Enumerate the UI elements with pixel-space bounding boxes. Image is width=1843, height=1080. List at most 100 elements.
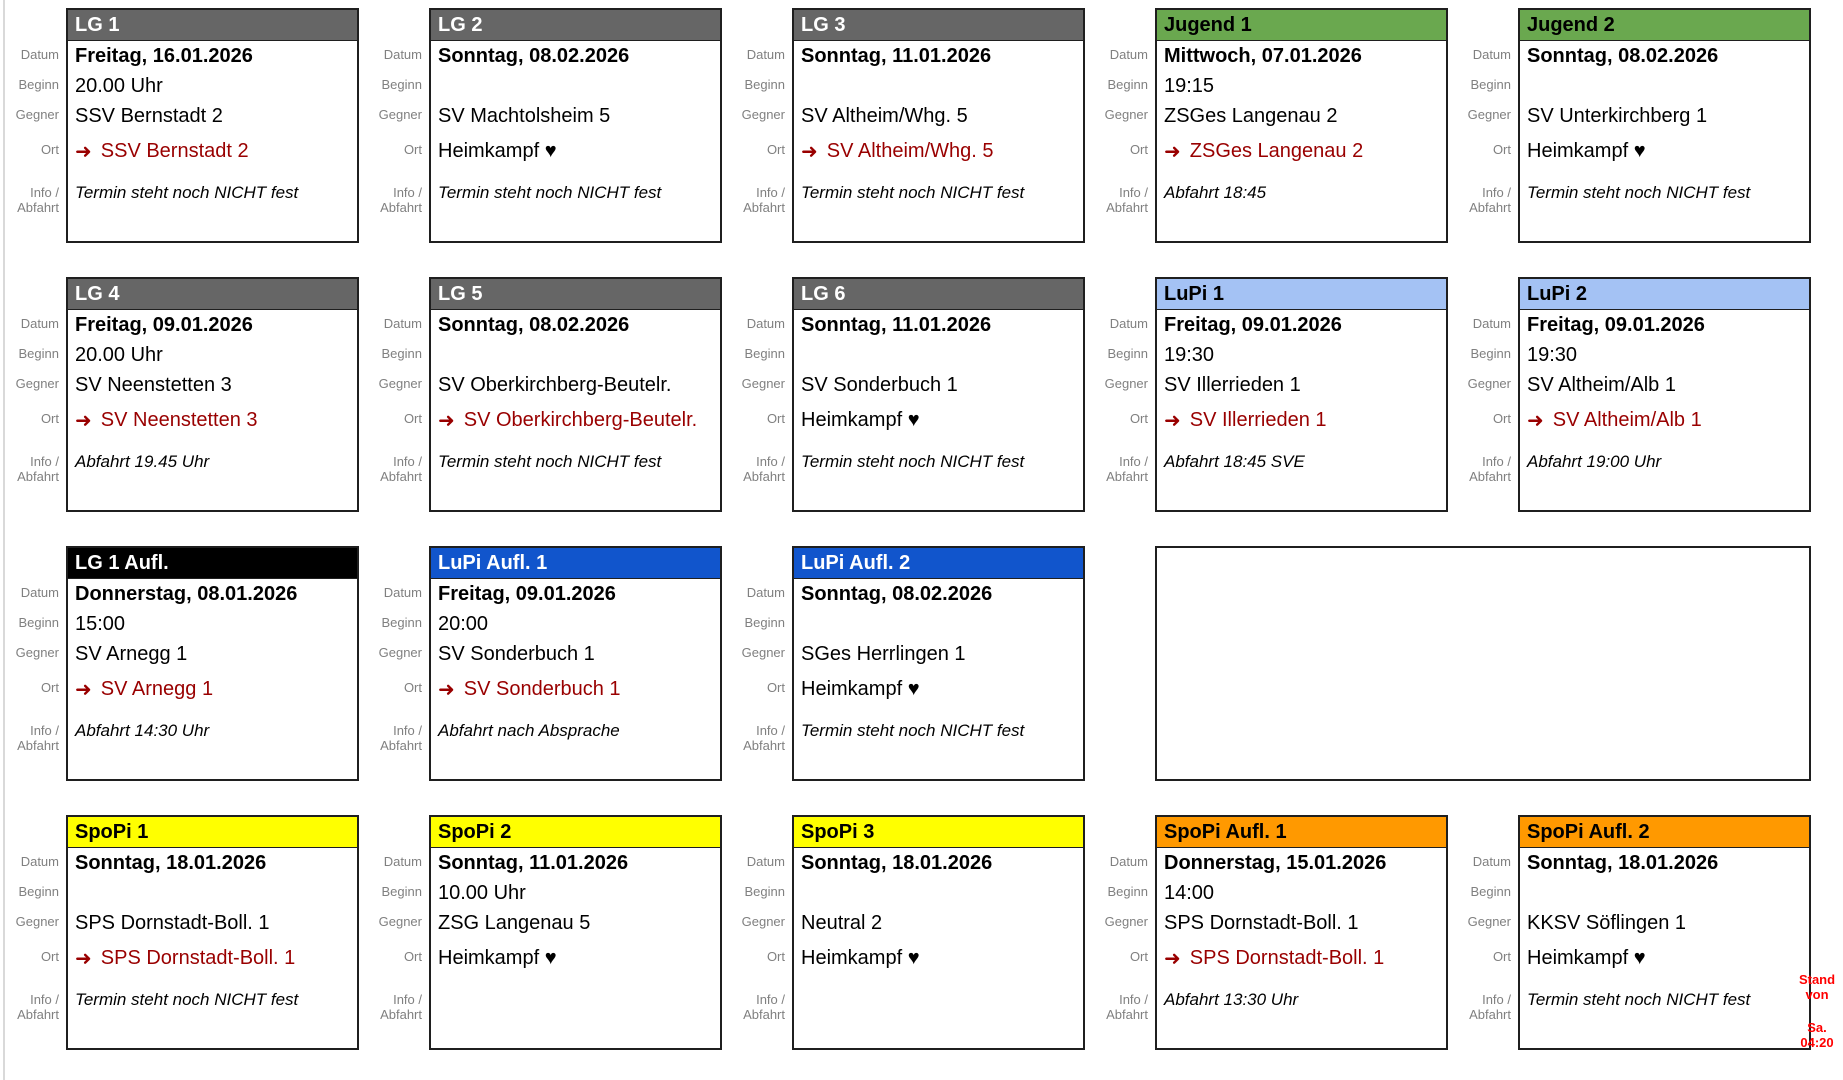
match-location-away-link[interactable]: ➜ SV Altheim/Whg. 5 [794,131,1083,171]
match-location-away-link[interactable]: ➜ SPS Dornstadt-Boll. 1 [1157,938,1446,978]
match-card: Jugend 1 Mittwoch, 07.01.2026 19:15 ZSGe… [1155,8,1448,243]
field-labels: Datum Beginn Gegner Ort Info / Abfahrt [1091,277,1155,512]
label-info-abfahrt: Info / Abfahrt [743,723,785,753]
match-start-time: 20:00 [438,612,489,635]
label-info-abfahrt: Info / Abfahrt [1106,992,1148,1022]
match-card: LG 3 Sonntag, 11.01.2026 SV Altheim/Whg.… [792,8,1085,243]
label-beginn: Beginn [1470,345,1511,361]
match-location-home: Heimkampf ♥ [801,677,920,700]
match-opponent: SV Sonderbuch 1 [438,642,595,665]
stand-note-time: Sa. 04:20 [1800,1020,1834,1050]
away-location-text: SV Illerrieden 1 [1189,408,1327,431]
field-labels: Datum Beginn Gegner Ort Info / Abfahrt [1454,8,1518,243]
card-title: SpoPi Aufl. 2 [1520,817,1809,848]
label-ort: Ort [1492,948,1511,964]
match-card: LuPi 1 Freitag, 09.01.2026 19:30 SV Ille… [1155,277,1448,512]
match-location-away-link[interactable]: ➜ SV Sonderbuch 1 [431,669,720,709]
match-info: Termin steht noch NICHT fest [438,452,662,471]
match-info: Abfahrt 19.45 Uhr [75,452,210,471]
match-card-cell-lg-1-aufl: Datum Beginn Gegner Ort Info / Abfahrt LG… [2,546,365,781]
match-card-cell-lg-3: Datum Beginn Gegner Ort Info / Abfahrt LG… [728,8,1091,243]
card-title: LG 4 [68,279,357,310]
match-opponent: SV Neenstetten 3 [75,373,232,396]
match-opponent: SV Unterkirchberg 1 [1527,104,1708,127]
match-card: SpoPi 1 Sonntag, 18.01.2026 SPS Dornstad… [66,815,359,1050]
match-date: Sonntag, 18.01.2026 [1527,851,1719,874]
card-title: LG 2 [431,10,720,41]
label-datum: Datum [1472,853,1511,869]
match-location-away-link[interactable]: ➜ SV Neenstetten 3 [68,400,357,440]
label-ort: Ort [766,948,785,964]
match-date: Donnerstag, 15.01.2026 [1164,851,1387,874]
field-labels: Datum Beginn Gegner Ort Info / Abfahrt [2,815,66,1050]
label-info-abfahrt: Info / Abfahrt [1469,992,1511,1022]
label-beginn: Beginn [744,614,785,630]
match-opponent: Neutral 2 [801,911,883,934]
match-card-cell-jugend-2: Datum Beginn Gegner Ort Info / Abfahrt Ju… [1454,8,1817,243]
field-labels: Datum Beginn Gegner Ort Info / Abfahrt [2,546,66,781]
label-datum: Datum [20,584,59,600]
match-card: LG 1 Aufl. Donnerstag, 08.01.2026 15:00 … [66,546,359,781]
match-opponent: KKSV Söflingen 1 [1527,911,1686,934]
match-location-away-link[interactable]: ➜ SV Arnegg 1 [68,669,357,709]
label-beginn: Beginn [1470,76,1511,92]
label-gegner: Gegner [1104,375,1148,391]
label-datum: Datum [746,46,785,62]
label-datum: Datum [1109,315,1148,331]
field-labels: Datum Beginn Gegner Ort Info / Abfahrt [728,815,792,1050]
match-location-home: Heimkampf ♥ [438,139,557,162]
match-start-time: 19:15 [1164,74,1215,97]
card-title: LG 6 [794,279,1083,310]
away-location-text: SV Sonderbuch 1 [463,677,621,700]
card-title: LuPi 2 [1520,279,1809,310]
label-beginn: Beginn [18,614,59,630]
label-datum: Datum [1109,853,1148,869]
label-info-abfahrt: Info / Abfahrt [17,723,59,753]
label-ort: Ort [1129,141,1148,157]
match-location-away-link[interactable]: ➜ ZSGes Langenau 2 [1157,131,1446,171]
field-labels: Datum Beginn Gegner Ort Info / Abfahrt [365,815,429,1050]
match-date: Sonntag, 08.02.2026 [438,313,630,336]
away-arrow-icon: ➜ [75,947,92,970]
label-info-abfahrt: Info / Abfahrt [17,454,59,484]
label-gegner: Gegner [1467,106,1511,122]
match-opponent: SPS Dornstadt-Boll. 1 [75,911,270,934]
stand-note-label: Stand von [1798,972,1836,1002]
match-info: Termin steht noch NICHT fest [801,183,1025,202]
match-info: Abfahrt 14:30 Uhr [75,721,210,740]
field-labels: Datum Beginn Gegner Ort Info / Abfahrt [728,8,792,243]
label-ort: Ort [1492,141,1511,157]
label-datum: Datum [383,584,422,600]
match-location-away-link[interactable]: ➜ SSV Bernstadt 2 [68,131,357,171]
match-location-away-link[interactable]: ➜ SV Altheim/Alb 1 [1520,400,1809,440]
label-gegner: Gegner [15,106,59,122]
match-info: Termin steht noch NICHT fest [75,990,299,1009]
field-labels: Datum Beginn Gegner Ort Info / Abfahrt [2,8,66,243]
away-location-text: SV Oberkirchberg-Beutelr. [463,408,698,431]
match-date: Mittwoch, 07.01.2026 [1164,44,1362,67]
match-location-away-link[interactable]: ➜ SPS Dornstadt-Boll. 1 [68,938,357,978]
match-date: Freitag, 09.01.2026 [75,313,253,336]
label-ort: Ort [403,410,422,426]
label-beginn: Beginn [18,883,59,899]
match-location-home: Heimkampf ♥ [1527,139,1646,162]
match-start-time [68,878,357,908]
match-start-time [431,340,720,370]
label-info-abfahrt: Info / Abfahrt [380,454,422,484]
match-date: Freitag, 09.01.2026 [1164,313,1342,336]
label-info-abfahrt: Info / Abfahrt [380,992,422,1022]
card-title: Jugend 2 [1520,10,1809,41]
match-opponent: ZSG Langenau 5 [438,911,591,934]
match-location-away-link[interactable]: ➜ SV Oberkirchberg-Beutelr. [431,400,720,440]
label-info-abfahrt: Info / Abfahrt [1469,454,1511,484]
match-start-time: 20.00 Uhr [75,74,163,97]
away-location-text: SV Arnegg 1 [100,677,214,700]
card-title: LG 3 [794,10,1083,41]
match-location-away-link[interactable]: ➜ SV Illerrieden 1 [1157,400,1446,440]
match-info: Abfahrt 18:45 SVE [1164,452,1305,471]
field-labels: Datum Beginn Gegner Ort Info / Abfahrt [365,546,429,781]
away-arrow-icon: ➜ [75,409,92,432]
label-datum: Datum [746,853,785,869]
card-title: LuPi Aufl. 1 [431,548,720,579]
label-ort: Ort [1129,948,1148,964]
